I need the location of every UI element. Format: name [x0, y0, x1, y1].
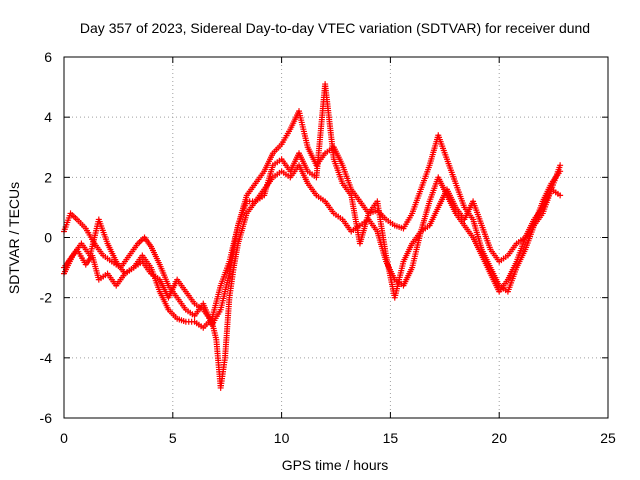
- data-point: [557, 192, 564, 199]
- y-tick-label: 0: [44, 230, 52, 246]
- grid-lines: [64, 57, 608, 418]
- x-tick-labels: 0 5 10 15 20 25: [60, 430, 616, 446]
- x-tick-label: 25: [600, 430, 616, 446]
- x-tick-label: 0: [60, 430, 68, 446]
- y-tick-label: -2: [40, 290, 53, 306]
- axis-ticks: [63, 56, 609, 419]
- x-tick-label: 5: [169, 430, 177, 446]
- y-tick-label: 4: [44, 109, 52, 125]
- y-tick-label: -4: [40, 350, 53, 366]
- x-tick-label: 20: [491, 430, 507, 446]
- y-tick-labels: -6 -4 -2 0 2 4 6: [40, 49, 53, 426]
- x-axis-label: GPS time / hours: [282, 457, 389, 473]
- data-point: [557, 162, 564, 169]
- x-tick-label: 10: [274, 430, 290, 446]
- chart-title: Day 357 of 2023, Sidereal Day-to-day VTE…: [80, 20, 590, 36]
- y-tick-label: 6: [44, 49, 52, 65]
- y-axis-label: SDTVAR / TECUs: [6, 182, 22, 294]
- y-tick-label: -6: [40, 410, 53, 426]
- x-tick-label: 15: [383, 430, 399, 446]
- y-tick-label: 2: [44, 169, 52, 185]
- data-marks: [61, 81, 564, 391]
